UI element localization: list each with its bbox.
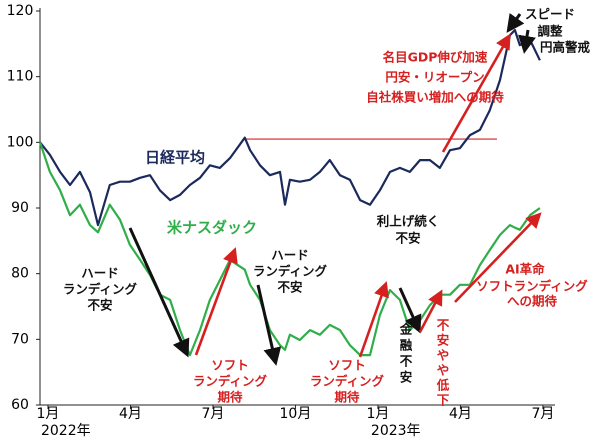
annotation: 円安・リオープン bbox=[385, 70, 484, 85]
annotation: 利上げ続く bbox=[377, 214, 440, 229]
annotation: ソフト bbox=[211, 358, 249, 373]
x-year-label: 2022年 bbox=[41, 423, 91, 437]
arrow bbox=[398, 287, 422, 334]
arrow bbox=[518, 29, 536, 54]
annotation: 融 bbox=[400, 338, 413, 353]
arrow bbox=[454, 212, 542, 303]
y-tick-label: 70 bbox=[11, 331, 29, 347]
annotation: 円高警戒 bbox=[540, 40, 591, 55]
annotation: 低 bbox=[436, 378, 450, 393]
annotation: 調整 bbox=[537, 24, 563, 39]
y-tick-label: 100 bbox=[7, 134, 34, 150]
annotation: 安 bbox=[437, 333, 450, 348]
annotation: 不安 bbox=[395, 231, 420, 246]
x-tick-label: 10月 bbox=[280, 406, 312, 422]
x-tick-label: 7月 bbox=[201, 406, 224, 422]
annotation: ランディング bbox=[63, 282, 138, 297]
series-line bbox=[38, 141, 541, 357]
y-tick-label: 90 bbox=[11, 200, 29, 216]
annotation: 不安 bbox=[277, 280, 302, 295]
y-tick-label: 60 bbox=[11, 397, 29, 413]
annotation: 期待 bbox=[334, 390, 360, 405]
annotation: ランディング bbox=[193, 374, 268, 389]
series-line bbox=[39, 28, 541, 227]
annotation: への期待 bbox=[507, 294, 558, 309]
annotation: 金 bbox=[399, 322, 413, 337]
x-tick-label: 4月 bbox=[449, 406, 472, 422]
x-tick-label: 7月 bbox=[531, 406, 554, 422]
annotation: ソフトランディング bbox=[476, 279, 588, 294]
annotation: 米ナスダック bbox=[167, 219, 257, 237]
x-tick-label: 1月 bbox=[37, 406, 60, 422]
annotation: 下 bbox=[437, 393, 450, 408]
annotation: 日経平均 bbox=[145, 149, 205, 167]
arrow bbox=[418, 289, 443, 333]
annotation: AI革命 bbox=[505, 262, 545, 277]
annotation: 不 bbox=[400, 354, 413, 369]
annotation: ソフト bbox=[328, 358, 366, 373]
annotation: ランディング bbox=[310, 374, 385, 389]
arrow bbox=[506, 13, 525, 33]
arrow bbox=[194, 247, 238, 356]
arrow bbox=[256, 284, 282, 366]
x-tick-label: 4月 bbox=[119, 406, 142, 422]
annotation: 不 bbox=[437, 318, 450, 333]
annotation: スピード bbox=[525, 7, 575, 22]
annotation: 自社株買い増加への期待 bbox=[366, 90, 504, 105]
annotation: 不安 bbox=[87, 298, 112, 313]
arrow bbox=[128, 227, 190, 358]
annotation: ハード bbox=[81, 266, 119, 281]
y-tick-label: 80 bbox=[11, 266, 29, 282]
annotation: ハード bbox=[271, 248, 309, 263]
annotation: や bbox=[437, 363, 450, 378]
x-year-label: 2023年 bbox=[371, 423, 421, 437]
arrow bbox=[358, 281, 389, 358]
annotation: や bbox=[437, 348, 450, 363]
annotation: 名目GDP伸び加速 bbox=[383, 50, 488, 65]
arrow bbox=[441, 33, 511, 153]
x-tick-label: 1月 bbox=[366, 406, 389, 422]
y-tick-label: 120 bbox=[7, 3, 34, 19]
annotation: 期待 bbox=[217, 390, 243, 405]
annotation: ランディング bbox=[253, 264, 328, 279]
y-tick-label: 110 bbox=[7, 69, 34, 85]
annotation: 安 bbox=[400, 370, 413, 385]
